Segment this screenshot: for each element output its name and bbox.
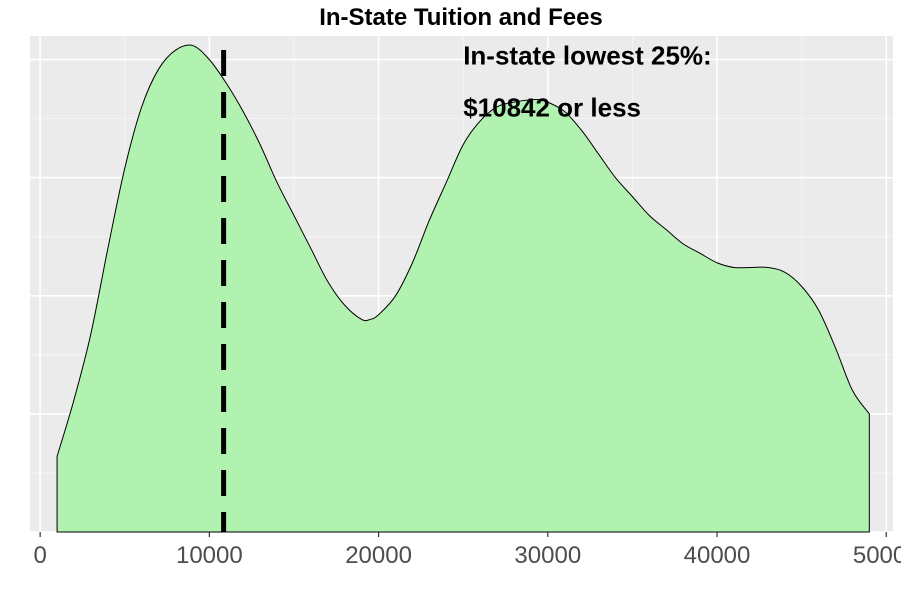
x-tick-label: 50000 — [853, 542, 901, 569]
x-tick-label: 40000 — [684, 542, 751, 569]
x-tick-label: 0 — [33, 542, 46, 569]
annotation-line-1: In-state lowest 25%: — [463, 40, 712, 70]
chart-title: In-State Tuition and Fees — [319, 4, 603, 31]
annotation-line-2: $10842 or less — [463, 92, 641, 122]
density-area — [56, 44, 870, 533]
x-axis: 0 10000 20000 30000 40000 50000 — [33, 532, 901, 569]
x-tick-label: 10000 — [176, 542, 243, 569]
x-tick-label: 30000 — [514, 542, 581, 569]
x-tick-label: 20000 — [345, 542, 412, 569]
